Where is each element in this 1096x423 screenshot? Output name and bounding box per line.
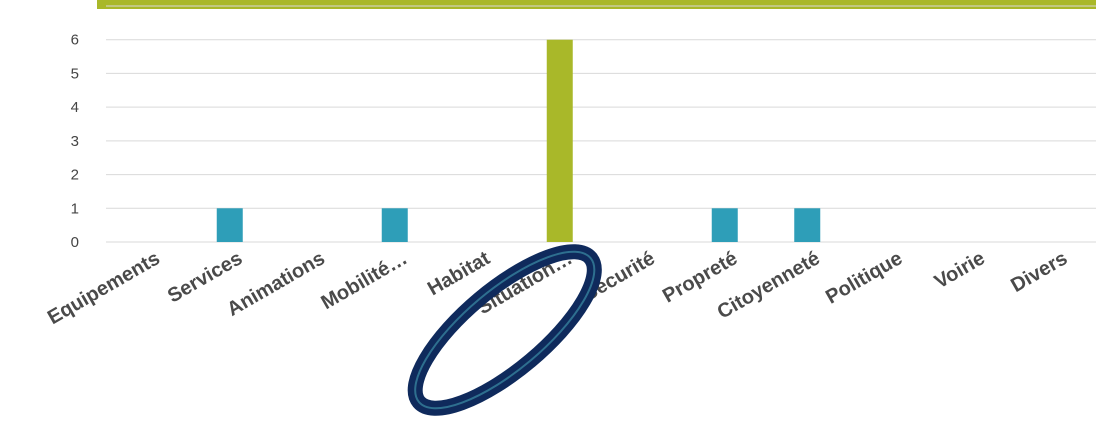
x-tick-label: Divers [1007, 247, 1071, 297]
bars [216, 39, 821, 242]
y-tick-label: 4 [71, 99, 79, 116]
bar-7 [711, 208, 738, 242]
x-tick-label: Voirie [931, 247, 989, 293]
y-tick-label: 1 [71, 200, 79, 217]
highlight-ellipse-outline [414, 250, 596, 410]
y-tick-label: 5 [71, 65, 79, 82]
gridlines [106, 5, 1096, 243]
x-tick-label: Equipements [44, 247, 164, 329]
frame-gap [0, 0, 97, 12]
chart-frame-top [0, 0, 1096, 9]
bar-5 [546, 39, 573, 242]
y-axis-ticks: 01234567 [71, 0, 79, 251]
x-tick-label: Mobilité… [318, 247, 412, 314]
highlight-overlay [407, 244, 602, 416]
bar-3 [381, 208, 408, 242]
y-tick-label: 3 [71, 133, 79, 150]
y-tick-label: 6 [71, 32, 79, 49]
highlight-ellipse [407, 244, 602, 416]
y-tick-label: 0 [71, 234, 79, 251]
x-tick-label: Politique [822, 247, 906, 308]
bar-1 [216, 208, 243, 242]
bar-8 [794, 208, 821, 242]
y-tick-label: 2 [71, 167, 79, 184]
